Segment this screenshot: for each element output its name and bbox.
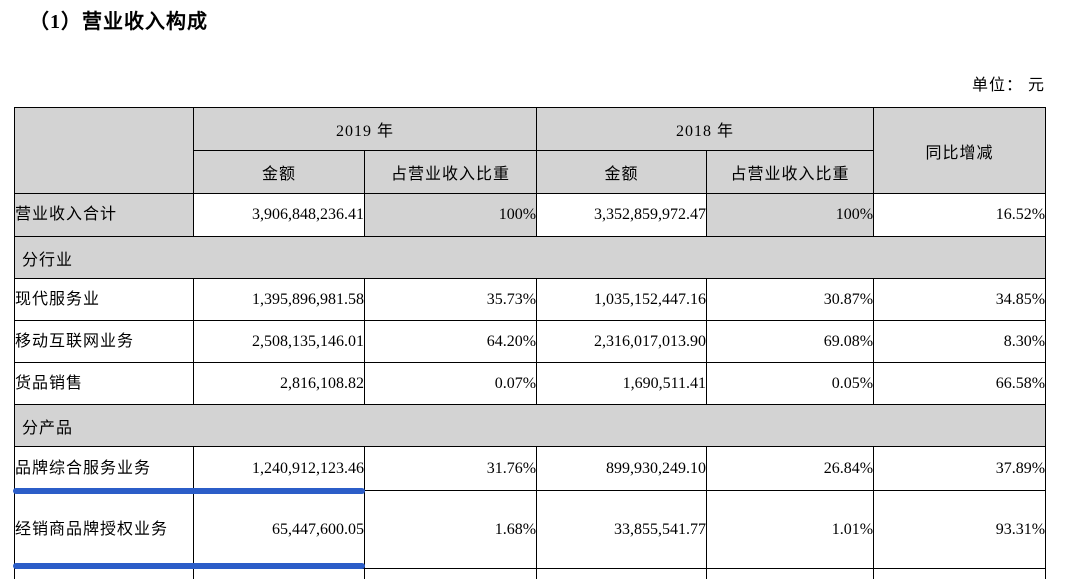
section-label: 分产品 xyxy=(13,404,1047,447)
cell-ratio-2018: 100% xyxy=(706,193,875,237)
cell-amount-2018: 899,930,249.10 xyxy=(536,446,708,491)
table-row: 现代服务业 1,395,896,981.58 35.73% 1,035,152,… xyxy=(14,278,1047,321)
unit-note: 单位： 元 xyxy=(971,77,1045,94)
cell-amount-2019 xyxy=(193,568,365,579)
cell-yoy: 8.30% xyxy=(873,320,1047,363)
header-amount-2018: 金额 xyxy=(536,150,708,194)
section-row-product: 分产品 xyxy=(13,404,1047,447)
cell-yoy: 37.89% xyxy=(873,446,1047,491)
cell-amount-2018: 1,690,511.41 xyxy=(536,362,708,405)
cell-amount-2019: 3,906,848,236.41 xyxy=(193,193,365,237)
cell-ratio-2019: 64.20% xyxy=(363,320,538,363)
table-row: 经销商品牌授权业务 65,447,600.05 1.68% 33,855,541… xyxy=(14,490,1047,569)
cell-ratio-2018: 1.01% xyxy=(706,490,875,569)
header-yoy: 同比增减 xyxy=(873,107,1047,194)
table-row-total: 营业收入合计 3,906,848,236.41 100% 3,352,859,9… xyxy=(14,193,1047,237)
cell-amount-2018: 1,035,152,447.16 xyxy=(536,278,708,321)
cell-label: 经销商品牌授权业务 xyxy=(14,490,194,569)
header-year-2019: 2019 年 xyxy=(192,107,538,151)
cell-ratio-2018: 30.87% xyxy=(706,278,875,321)
cell-ratio-2019: 35.73% xyxy=(363,278,538,321)
cell-ratio-2018: 69.08% xyxy=(706,320,875,363)
cell-amount-2019: 1,240,912,123.46 xyxy=(193,446,365,491)
cell-ratio-2018: 0.05% xyxy=(706,362,875,405)
cell-label: 现代服务业 xyxy=(14,278,194,321)
table-row: 品牌综合服务业务 1,240,912,123.46 31.76% 899,930… xyxy=(14,446,1047,491)
cell-yoy xyxy=(873,568,1047,579)
header-year-2018: 2018 年 xyxy=(536,107,875,151)
header-ratio-2019: 占营业收入比重 xyxy=(363,150,538,194)
cell-label xyxy=(14,568,194,579)
cell-amount-2018: 3,352,859,972.47 xyxy=(536,193,708,237)
cell-label: 营业收入合计 xyxy=(14,193,194,237)
cell-amount-2019: 2,508,135,146.01 xyxy=(193,320,365,363)
section-row-industry: 分行业 xyxy=(13,236,1047,279)
header-item-blank xyxy=(14,107,194,194)
cell-ratio-2018 xyxy=(706,568,875,579)
cell-ratio-2018: 26.84% xyxy=(706,446,875,491)
header-amount-2019: 金额 xyxy=(193,150,365,194)
cell-label: 移动互联网业务 xyxy=(14,320,194,363)
header-ratio-2018: 占营业收入比重 xyxy=(706,150,875,194)
blue-underline-annotation xyxy=(13,488,365,494)
cell-ratio-2019: 1.68% xyxy=(363,490,538,569)
cell-amount-2019: 1,395,896,981.58 xyxy=(193,278,365,321)
cell-amount-2019: 2,816,108.82 xyxy=(193,362,365,405)
cell-amount-2018: 2,316,017,013.90 xyxy=(536,320,708,363)
cell-yoy: 34.85% xyxy=(873,278,1047,321)
table-row-partial xyxy=(14,568,1047,579)
cell-amount-2018: 33,855,541.77 xyxy=(536,490,708,569)
table-row: 移动互联网业务 2,508,135,146.01 64.20% 2,316,01… xyxy=(14,320,1047,363)
header-row-years: 2019 年 2018 年 同比增减 xyxy=(14,107,1047,194)
cell-yoy: 93.31% xyxy=(873,490,1047,569)
section-label: 分行业 xyxy=(13,236,1047,279)
table-row: 货品销售 2,816,108.82 0.07% 1,690,511.41 0.0… xyxy=(14,362,1047,405)
cell-label: 货品销售 xyxy=(14,362,194,405)
cell-ratio-2019: 31.76% xyxy=(363,446,538,491)
cell-amount-2018 xyxy=(536,568,708,579)
revenue-composition-table: 2019 年 2018 年 同比增减 金额 占营业收入比重 金额 占营业收入比重… xyxy=(13,107,1047,579)
cell-ratio-2019: 0.07% xyxy=(363,362,538,405)
header-row-subcolumns: 金额 占营业收入比重 金额 占营业收入比重 xyxy=(15,150,1046,194)
blue-underline-annotation xyxy=(13,563,365,569)
cell-yoy: 16.52% xyxy=(873,193,1047,237)
cell-amount-2019: 65,447,600.05 xyxy=(193,490,365,569)
cell-yoy: 66.58% xyxy=(873,362,1047,405)
cell-ratio-2019 xyxy=(363,568,538,579)
cell-label: 品牌综合服务业务 xyxy=(14,446,194,491)
cell-ratio-2019: 100% xyxy=(363,193,538,237)
page-title: （1）营业收入构成 xyxy=(29,11,208,33)
